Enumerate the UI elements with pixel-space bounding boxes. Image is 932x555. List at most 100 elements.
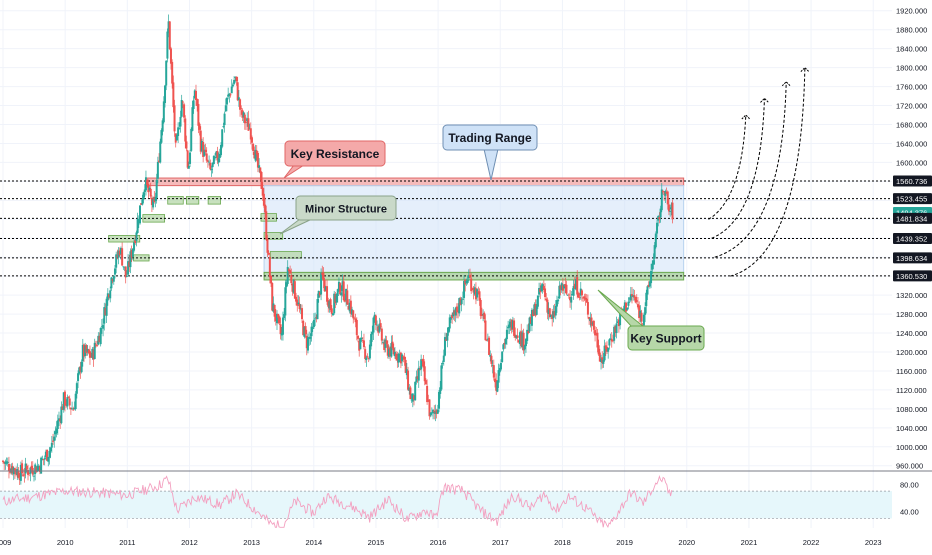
candle-body xyxy=(7,463,10,472)
candle-body xyxy=(270,275,273,284)
candle-body xyxy=(194,90,197,100)
candle-body xyxy=(254,149,257,161)
candle-body xyxy=(191,107,194,131)
candle-body xyxy=(509,321,512,327)
callout-range-text: Trading Range xyxy=(448,131,532,145)
candle-body xyxy=(488,337,491,355)
price-tick-label: 1080.000 xyxy=(896,405,927,414)
candle-body xyxy=(67,396,70,398)
projection-arrowhead xyxy=(760,97,769,103)
candle-body xyxy=(434,411,437,414)
candle-body xyxy=(88,351,91,358)
candle-body xyxy=(153,196,156,203)
candle-body xyxy=(589,317,592,322)
candle-body xyxy=(98,335,101,343)
candle-body xyxy=(362,340,365,348)
candle-body xyxy=(190,128,193,151)
candle-body xyxy=(372,317,375,333)
candle-body xyxy=(84,345,87,356)
callout-support-box xyxy=(627,325,705,351)
candle-body xyxy=(348,302,351,312)
candle-body xyxy=(636,304,639,308)
candle-body xyxy=(449,316,452,320)
price-tick-label: 1600.000 xyxy=(896,158,927,167)
candle-body xyxy=(185,141,188,149)
candle-body xyxy=(534,303,537,316)
candle-body xyxy=(652,260,655,265)
candle-body xyxy=(654,233,657,248)
candle-body xyxy=(321,272,324,275)
candle-body xyxy=(308,336,311,339)
candle-body xyxy=(36,465,39,471)
candle-body xyxy=(651,263,654,270)
candle-body xyxy=(211,162,214,168)
candle-body xyxy=(470,278,473,292)
candle-body xyxy=(215,151,218,156)
candle-body xyxy=(438,391,441,409)
candle-body xyxy=(479,300,482,316)
candle-body xyxy=(278,316,281,324)
candle-body xyxy=(74,393,77,410)
candle-body xyxy=(181,101,184,103)
candle-body xyxy=(467,275,470,279)
candle-body xyxy=(641,323,644,325)
candle-body xyxy=(377,326,380,333)
candle-body xyxy=(614,326,617,333)
candle-body xyxy=(331,313,334,316)
candle-body xyxy=(468,275,471,278)
rsi-tick-label: 80.00 xyxy=(900,480,919,489)
price-tick-label: 1920.000 xyxy=(896,7,927,16)
candle-body xyxy=(144,177,147,191)
candle-body xyxy=(665,191,668,194)
candle-body xyxy=(532,310,535,317)
candle-body xyxy=(611,340,614,342)
candle-body xyxy=(547,309,550,315)
candle-body xyxy=(455,306,458,313)
candle-body xyxy=(578,297,581,299)
candle-body xyxy=(638,305,641,319)
candle-body xyxy=(584,297,587,300)
candle-body xyxy=(193,90,196,99)
candle-body xyxy=(104,308,107,316)
candle-body xyxy=(517,340,520,343)
candle-body xyxy=(230,86,233,94)
time-tick-label: 2021 xyxy=(741,538,758,547)
candle-body xyxy=(639,310,642,318)
candle-body xyxy=(28,472,31,474)
projection-arrowhead xyxy=(800,66,810,72)
candle-body xyxy=(250,137,253,143)
candle-body xyxy=(489,355,492,357)
candle-body xyxy=(353,318,356,320)
candle-body xyxy=(53,436,56,441)
candle-body xyxy=(364,349,367,359)
candle-body xyxy=(306,337,309,351)
candle-body xyxy=(490,355,493,364)
candle-body xyxy=(610,339,613,342)
candle-body xyxy=(629,294,632,301)
candle-body xyxy=(664,191,667,196)
candle-body xyxy=(25,465,28,470)
time-tick-label: 2018 xyxy=(554,538,571,547)
candle-body xyxy=(497,370,500,383)
callout-resistance-box xyxy=(284,140,386,167)
candle-body xyxy=(137,220,140,222)
candle-body xyxy=(196,99,199,107)
candle-body xyxy=(129,251,132,268)
candle-body xyxy=(284,287,287,316)
candle-body xyxy=(436,409,439,414)
price-tick-label: 1320.000 xyxy=(896,291,927,300)
candle-body xyxy=(536,295,539,307)
candle-body xyxy=(117,250,120,258)
candle-body xyxy=(379,323,382,327)
candle-body xyxy=(210,169,213,170)
candle-body xyxy=(634,296,637,303)
candle-body xyxy=(52,440,55,442)
candle-body xyxy=(91,348,94,358)
candle-body xyxy=(119,248,122,255)
candle-body xyxy=(501,351,504,363)
candle-body xyxy=(112,276,115,282)
candle-body xyxy=(448,317,451,329)
candle-body xyxy=(595,333,598,335)
candle-body xyxy=(222,126,225,128)
candle-body xyxy=(648,281,651,287)
